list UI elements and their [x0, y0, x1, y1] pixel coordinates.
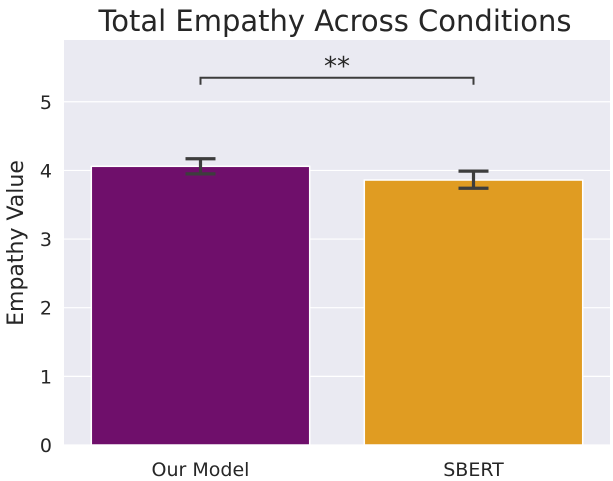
significance-label: **: [324, 52, 350, 82]
y-tick-label: 4: [40, 160, 52, 182]
significance-bracket: [199, 76, 475, 85]
bars: [90, 165, 584, 446]
y-tick-label: 1: [40, 366, 52, 388]
y-tick-label: 5: [40, 92, 52, 114]
significance-annotation: **: [199, 52, 475, 85]
y-tick-labels: 0 1 2 3 4 5: [40, 92, 52, 457]
bar: [363, 179, 584, 446]
y-axis-label: Empathy Value: [4, 160, 29, 326]
y-tick-label: 0: [40, 435, 52, 457]
error-bars: [185, 157, 489, 190]
chart-title: Total Empathy Across Conditions: [97, 4, 571, 38]
x-tick-labels: Our Model SBERT: [152, 459, 505, 481]
bar: [90, 165, 311, 446]
y-tick-label: 3: [40, 229, 52, 251]
y-tick-label: 2: [40, 298, 52, 320]
x-tick-label: SBERT: [443, 459, 504, 481]
x-tick-label: Our Model: [152, 459, 250, 481]
